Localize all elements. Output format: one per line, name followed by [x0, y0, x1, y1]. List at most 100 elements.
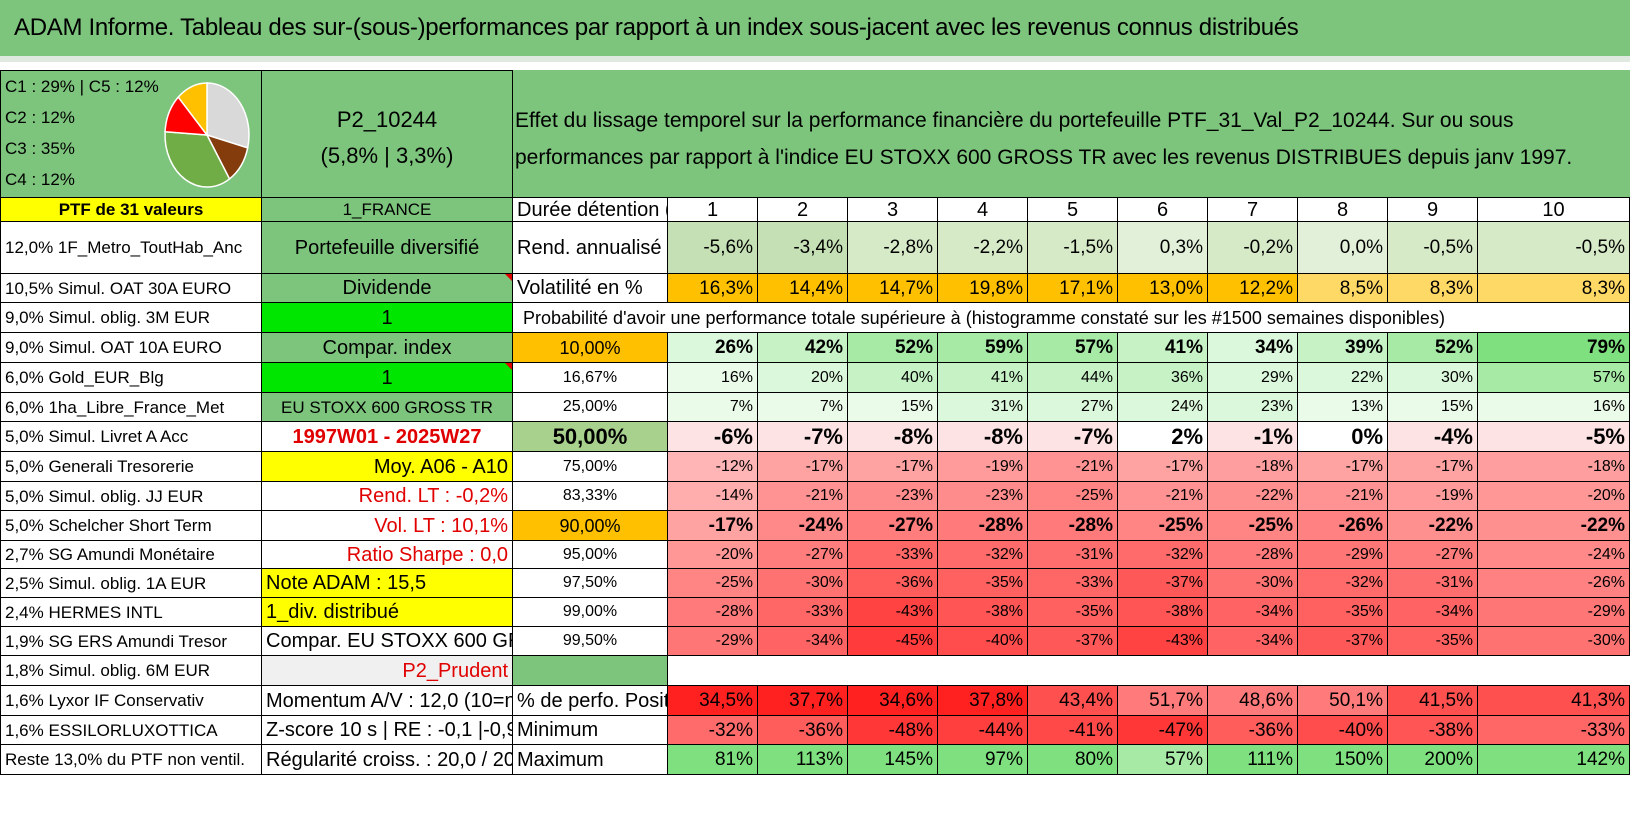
info-cell: Ratio Sharpe : 0,0	[262, 541, 513, 569]
quantile-value: -5%	[1478, 422, 1630, 452]
quantile-value: 42%	[758, 333, 848, 363]
quantile-value: -17%	[848, 452, 938, 482]
positives-value: 50,1%	[1298, 686, 1388, 716]
year-header: 1	[668, 198, 758, 222]
quantile-value: -17%	[1118, 452, 1208, 482]
quantile-value: 29%	[1208, 363, 1298, 393]
rend-label: Rend. annualisé en %	[513, 222, 668, 274]
quantile-value: -33%	[848, 541, 938, 569]
legend-line: C2 : 12%	[5, 108, 75, 127]
info-cell: Momentum A/V : 12,0 (10=neutre)	[262, 686, 513, 716]
quantile-label: 75,00%	[513, 452, 668, 482]
positives-value: 51,7%	[1118, 686, 1208, 716]
fund-performance: (5,8% | 3,3%)	[320, 143, 454, 168]
rend-value: -1,5%	[1028, 222, 1118, 274]
quantile-value: -28%	[668, 598, 758, 627]
quantile-label: 99,00%	[513, 598, 668, 627]
quantile-label: 25,00%	[513, 393, 668, 422]
quantile-label: 97,50%	[513, 569, 668, 598]
rend-value: -0,5%	[1478, 222, 1630, 274]
maximum-value: 142%	[1478, 745, 1630, 775]
quantile-value: -27%	[1388, 541, 1478, 569]
allocation-legend: C1 : 29% | C5 : 12% C2 : 12% C3 : 35% C4…	[0, 70, 262, 198]
quantile-value: -25%	[1118, 511, 1208, 541]
vol-value: 13,0%	[1118, 274, 1208, 303]
positives-value: 34,6%	[848, 686, 938, 716]
asset-row-label: 1,9% SG ERS Amundi Tresor	[0, 627, 262, 656]
quantile-value: -25%	[1028, 482, 1118, 511]
quantile-value: 34%	[1208, 333, 1298, 363]
info-cell: 1_FRANCE	[262, 198, 513, 222]
quantile-value: -30%	[758, 569, 848, 598]
quantile-value: 7%	[668, 393, 758, 422]
maximum-value: 97%	[938, 745, 1028, 775]
minimum-value: -36%	[758, 716, 848, 745]
year-header: 2	[758, 198, 848, 222]
quantile-value: -23%	[938, 482, 1028, 511]
rend-value: -3,4%	[758, 222, 848, 274]
quantile-value: -34%	[1208, 627, 1298, 656]
minimum-value: -48%	[848, 716, 938, 745]
quantile-value: -17%	[1388, 452, 1478, 482]
maximum-value: 113%	[758, 745, 848, 775]
quantile-value: -22%	[1208, 482, 1298, 511]
quantile-label: 16,67%	[513, 363, 668, 393]
asset-row-label: 1,6% Lyxor IF Conservativ	[0, 686, 262, 716]
quantile-value: -29%	[668, 627, 758, 656]
legend-line: C3 : 35%	[5, 139, 75, 158]
maximum-value: 81%	[668, 745, 758, 775]
quantile-value: -34%	[1388, 598, 1478, 627]
quantile-value: -32%	[938, 541, 1028, 569]
quantile-value: -35%	[1028, 598, 1118, 627]
info-cell: P2_Prudent	[262, 656, 513, 686]
quantile-value: 31%	[938, 393, 1028, 422]
quantile-value: -28%	[1028, 511, 1118, 541]
quantile-value: 59%	[938, 333, 1028, 363]
quantile-value: -30%	[1478, 627, 1630, 656]
year-header: 10	[1478, 198, 1630, 222]
quantile-label: 50,00%	[513, 422, 668, 452]
performance-table: PTF de 31 valeurs 1_FRANCE 12,0% 1F_Metro_…	[0, 70, 1630, 815]
quantile-value: -31%	[1028, 541, 1118, 569]
positives-value: 41,5%	[1388, 686, 1478, 716]
vol-value: 8,3%	[1388, 274, 1478, 303]
rend-value: -5,6%	[668, 222, 758, 274]
maximum-value: 150%	[1298, 745, 1388, 775]
quantile-value: -31%	[1388, 569, 1478, 598]
year-header: 5	[1028, 198, 1118, 222]
quantile-value: -19%	[1388, 482, 1478, 511]
positives-label: % de perfo. Positives	[513, 686, 668, 716]
quantile-value: -38%	[938, 598, 1028, 627]
quantile-value: 16%	[1478, 393, 1630, 422]
year-header: 8	[1298, 198, 1388, 222]
quantile-value: 52%	[848, 333, 938, 363]
fund-summary: P2_10244 (5,8% | 3,3%)	[262, 70, 513, 198]
quantile-value: -20%	[1478, 482, 1630, 511]
duration-label: Durée détention (an)	[513, 198, 668, 222]
asset-row-label: 9,0% Simul. OAT 10A EURO	[0, 333, 262, 363]
quantile-value: -30%	[1208, 569, 1298, 598]
minimum-value: -40%	[1298, 716, 1388, 745]
quantile-value: -18%	[1208, 452, 1298, 482]
info-cell: 1	[262, 303, 513, 333]
quantile-value: -7%	[1028, 422, 1118, 452]
quantile-value: 20%	[758, 363, 848, 393]
quantile-value: -28%	[1208, 541, 1298, 569]
quantile-value: 23%	[1208, 393, 1298, 422]
quantile-value: 40%	[848, 363, 938, 393]
quantile-value: -6%	[668, 422, 758, 452]
year-header: 9	[1388, 198, 1478, 222]
info-cell: Portefeuille diversifié	[262, 222, 513, 274]
info-cell: Compar. EU STOXX 600 GROSS TR	[262, 627, 513, 656]
quantile-value: 41%	[938, 363, 1028, 393]
minimum-value: -36%	[1208, 716, 1298, 745]
quantile-value: -26%	[1478, 569, 1630, 598]
rend-value: -0,5%	[1388, 222, 1478, 274]
rend-value: -0,2%	[1208, 222, 1298, 274]
quantile-value: 79%	[1478, 333, 1630, 363]
quantile-value: -33%	[1028, 569, 1118, 598]
quantile-label: 83,33%	[513, 482, 668, 511]
year-header: 7	[1208, 198, 1298, 222]
spacer-cell	[513, 656, 668, 686]
quantile-value: -27%	[848, 511, 938, 541]
